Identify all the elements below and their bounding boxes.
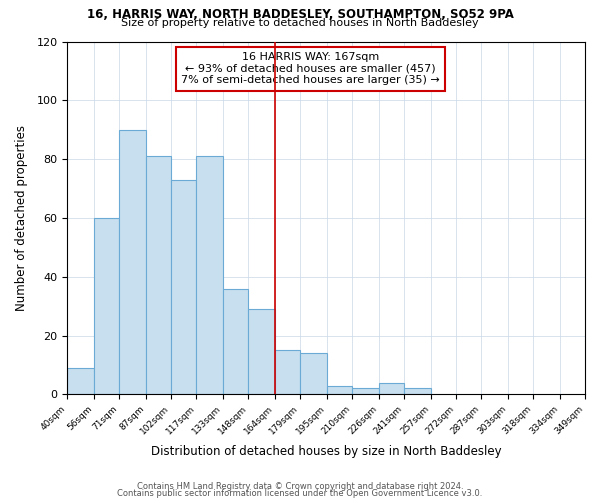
Bar <box>379 382 404 394</box>
Bar <box>146 156 171 394</box>
Bar <box>327 386 352 394</box>
Text: 16, HARRIS WAY, NORTH BADDESLEY, SOUTHAMPTON, SO52 9PA: 16, HARRIS WAY, NORTH BADDESLEY, SOUTHAM… <box>86 8 514 20</box>
Bar <box>223 288 248 395</box>
Bar <box>248 309 275 394</box>
X-axis label: Distribution of detached houses by size in North Baddesley: Distribution of detached houses by size … <box>151 444 502 458</box>
Bar <box>404 388 431 394</box>
Bar <box>119 130 146 394</box>
Bar <box>67 368 94 394</box>
Text: Contains HM Land Registry data © Crown copyright and database right 2024.: Contains HM Land Registry data © Crown c… <box>137 482 463 491</box>
Bar <box>300 353 327 395</box>
Text: Size of property relative to detached houses in North Baddesley: Size of property relative to detached ho… <box>121 18 479 28</box>
Bar <box>94 218 119 394</box>
Bar <box>196 156 223 394</box>
Bar <box>275 350 300 395</box>
Text: 16 HARRIS WAY: 167sqm
← 93% of detached houses are smaller (457)
7% of semi-deta: 16 HARRIS WAY: 167sqm ← 93% of detached … <box>181 52 440 86</box>
Bar <box>171 180 196 394</box>
Y-axis label: Number of detached properties: Number of detached properties <box>15 125 28 311</box>
Text: Contains public sector information licensed under the Open Government Licence v3: Contains public sector information licen… <box>118 490 482 498</box>
Bar <box>352 388 379 394</box>
